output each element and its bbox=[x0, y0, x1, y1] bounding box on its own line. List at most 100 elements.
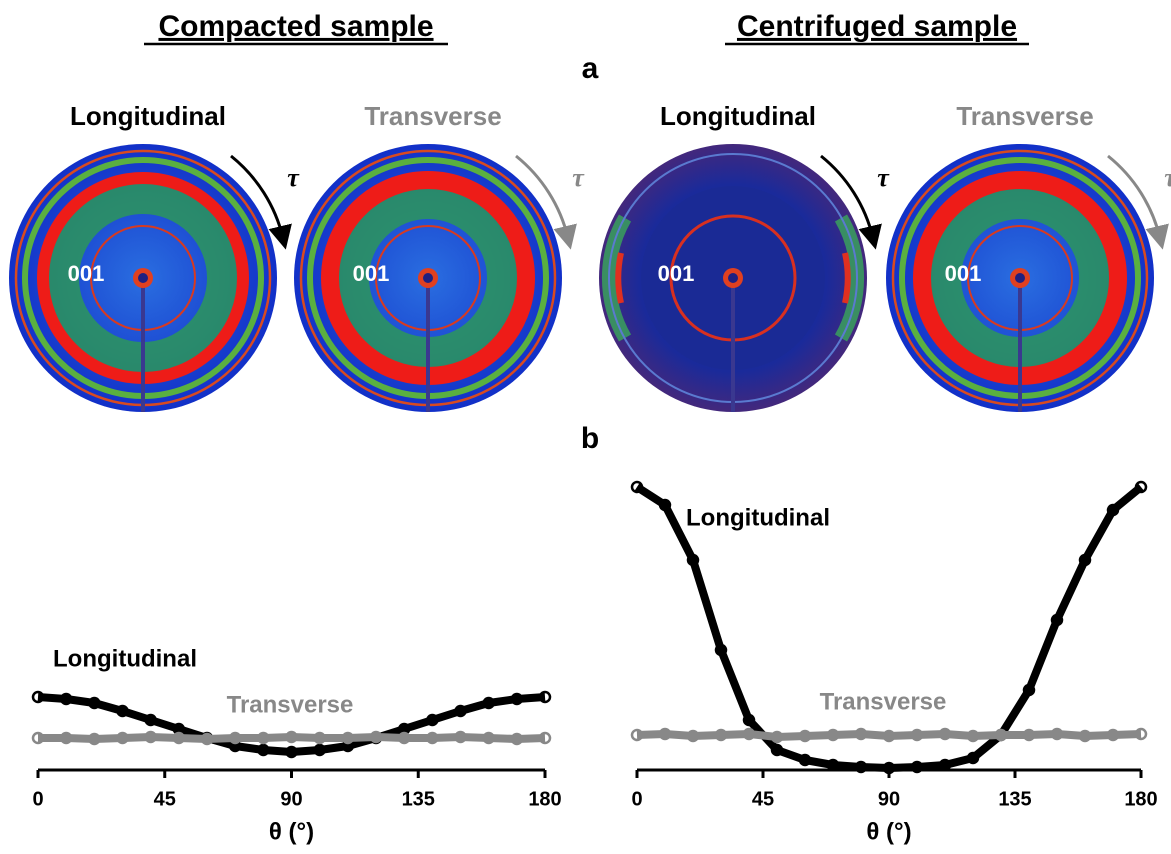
panel-label: b bbox=[581, 422, 599, 455]
data-point bbox=[854, 727, 868, 741]
data-point bbox=[172, 731, 186, 745]
direction-symbol: τ bbox=[287, 163, 300, 192]
data-point bbox=[1078, 553, 1092, 567]
rotation-arrow bbox=[1107, 154, 1169, 250]
x-tick-label: 135 bbox=[998, 788, 1031, 810]
direction-symbol: τ bbox=[877, 163, 890, 192]
data-point bbox=[285, 745, 298, 759]
data-point bbox=[341, 731, 355, 745]
heading: Centrifuged sample bbox=[737, 10, 1017, 43]
data-point bbox=[1022, 683, 1036, 697]
data-point bbox=[116, 704, 129, 718]
data-point bbox=[538, 731, 552, 745]
series-label: Transverse bbox=[227, 691, 354, 718]
data-point bbox=[770, 743, 784, 757]
data-point bbox=[200, 732, 214, 746]
data-point bbox=[798, 729, 812, 743]
data-point bbox=[31, 731, 45, 745]
data-point bbox=[59, 692, 73, 706]
peak-label: 001 bbox=[68, 261, 105, 286]
data-point bbox=[1134, 727, 1148, 741]
data-point bbox=[1106, 728, 1120, 742]
data-point bbox=[630, 728, 644, 742]
data-point bbox=[454, 704, 467, 718]
data-point bbox=[510, 692, 524, 706]
side-arc-red bbox=[615, 252, 624, 304]
data-point bbox=[686, 553, 700, 567]
rotation-arrow bbox=[230, 154, 292, 250]
peak-label: 001 bbox=[945, 261, 982, 286]
data-point bbox=[88, 696, 101, 710]
data-point bbox=[630, 480, 644, 494]
data-point bbox=[482, 731, 495, 745]
data-point bbox=[397, 731, 411, 745]
series-line bbox=[37, 693, 546, 756]
x-tick-label: 0 bbox=[631, 788, 642, 810]
diffraction-pattern bbox=[294, 144, 562, 412]
data-point bbox=[59, 731, 73, 745]
data-point bbox=[257, 743, 270, 757]
direction-symbol: τ bbox=[572, 163, 585, 192]
center-hole bbox=[423, 273, 433, 283]
data-point bbox=[426, 713, 439, 727]
data-point bbox=[882, 761, 896, 775]
data-point bbox=[510, 732, 524, 746]
x-tick-label: 45 bbox=[752, 788, 774, 810]
x-tick-label: 45 bbox=[154, 788, 176, 810]
data-point bbox=[369, 730, 383, 744]
data-point bbox=[910, 728, 924, 742]
pattern-label: Longitudinal bbox=[70, 101, 226, 131]
series-label: Longitudinal bbox=[686, 504, 830, 531]
data-point bbox=[742, 727, 756, 741]
data-point bbox=[854, 760, 868, 774]
data-point bbox=[31, 690, 45, 704]
rotation-arrow bbox=[515, 154, 577, 250]
x-tick-label: 90 bbox=[878, 788, 900, 810]
x-axis-label: θ (°) bbox=[866, 818, 911, 845]
center-hole bbox=[728, 273, 738, 283]
diffraction-pattern bbox=[886, 144, 1154, 412]
series-line bbox=[634, 483, 1144, 772]
peak-label: 001 bbox=[353, 261, 390, 286]
peak-label: 001 bbox=[658, 261, 695, 286]
data-point bbox=[658, 498, 672, 512]
data-point bbox=[1106, 503, 1120, 517]
data-point bbox=[966, 729, 980, 743]
data-point bbox=[910, 760, 924, 774]
data-point bbox=[1078, 729, 1092, 743]
data-point bbox=[1134, 480, 1148, 494]
x-tick-label: 180 bbox=[528, 788, 561, 810]
pattern-label: Transverse bbox=[364, 101, 501, 131]
pattern-label: Longitudinal bbox=[660, 101, 816, 131]
direction-symbol: τ bbox=[1164, 163, 1171, 192]
heading: Compacted sample bbox=[158, 10, 433, 43]
series-label: Transverse bbox=[820, 688, 947, 715]
x-tick-label: 90 bbox=[280, 788, 302, 810]
data-point bbox=[1050, 727, 1064, 741]
data-point bbox=[826, 758, 840, 772]
series-label: Longitudinal bbox=[53, 645, 197, 672]
series-line bbox=[636, 730, 1142, 741]
data-point bbox=[826, 728, 840, 742]
data-point bbox=[454, 730, 467, 744]
side-arc-red bbox=[842, 252, 851, 304]
data-point bbox=[144, 730, 157, 744]
data-point bbox=[228, 731, 242, 745]
data-point bbox=[714, 728, 728, 742]
data-point bbox=[938, 758, 952, 772]
x-tick-label: 135 bbox=[402, 788, 435, 810]
panel-label: a bbox=[582, 52, 599, 85]
data-point bbox=[882, 729, 896, 743]
data-point bbox=[798, 753, 812, 767]
data-point bbox=[770, 730, 784, 744]
center-hole bbox=[1015, 273, 1025, 283]
data-point bbox=[1022, 728, 1036, 742]
data-point bbox=[538, 690, 552, 704]
center-hole bbox=[138, 273, 148, 283]
data-point bbox=[966, 751, 980, 765]
data-point bbox=[658, 727, 672, 741]
x-tick-label: 180 bbox=[1124, 788, 1157, 810]
data-point bbox=[686, 729, 700, 743]
data-point bbox=[313, 731, 326, 745]
